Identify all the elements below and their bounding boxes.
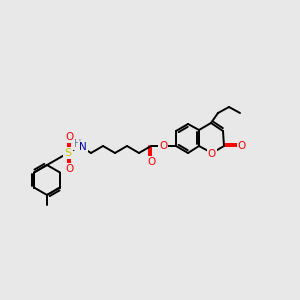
Text: O: O (65, 132, 73, 142)
Text: O: O (147, 157, 155, 167)
Text: O: O (65, 164, 73, 174)
Text: S: S (64, 148, 72, 158)
Text: H: H (74, 139, 82, 149)
Text: O: O (208, 149, 216, 159)
Text: O: O (159, 141, 167, 151)
Text: N: N (79, 142, 87, 152)
Text: O: O (238, 141, 246, 151)
